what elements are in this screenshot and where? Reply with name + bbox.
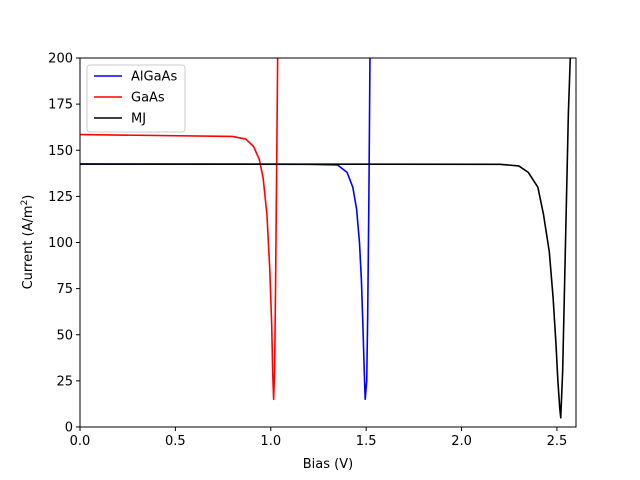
legend-label-gaas: GaAs [131,91,165,106]
y-tick-label: 125 [48,190,73,205]
legend-box [86,64,186,133]
x-axis-label: Bias (V) [303,457,353,472]
x-axis-ticks: 0.0 0.5 1.0 1.5 2.0 2.5 [70,427,568,449]
x-tick-label: 2.0 [451,434,472,449]
series-line-algaas [80,58,371,401]
legend-label-algaas: AlGaAs [131,70,177,85]
legend-label-mj: MJ [131,112,146,127]
y-axis-label-close: ) [21,195,36,200]
series-line-mj [80,58,572,419]
y-axis-ticks: 0 25 50 75 100 125 150 175 200 [48,52,80,436]
x-tick-label: 0.5 [165,434,186,449]
y-tick-label: 75 [56,282,73,297]
y-tick-label: 100 [48,236,73,251]
y-tick-label: 200 [48,52,73,67]
y-tick-label: 25 [56,374,73,389]
x-tick-label: 1.0 [260,434,281,449]
y-tick-label: 175 [48,98,73,113]
x-tick-label: 2.5 [547,434,568,449]
series-layer [80,58,572,419]
legend: AlGaAs GaAs MJ [86,64,186,133]
y-tick-label: 0 [65,421,73,436]
y-axis-label: Current (A/m2) [20,195,36,290]
y-tick-label: 50 [56,328,73,343]
x-tick-label: 1.5 [356,434,377,449]
x-tick-label: 0.0 [70,434,91,449]
y-axis-label-main: Current (A/m [21,205,36,289]
series-line-gaas [80,58,279,401]
y-tick-label: 150 [48,144,73,159]
y-axis-label-superscript: 2 [20,200,30,206]
